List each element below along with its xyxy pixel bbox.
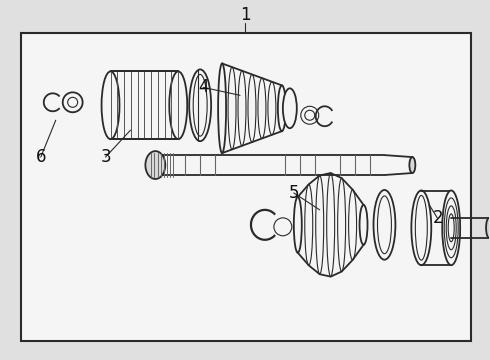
Bar (155, 155, 385, 175)
Text: 2: 2 (433, 209, 443, 227)
Ellipse shape (101, 71, 120, 139)
Circle shape (68, 97, 77, 107)
Ellipse shape (283, 88, 297, 128)
Ellipse shape (416, 195, 427, 260)
Bar (111, 71, 178, 139)
Text: 4: 4 (198, 78, 209, 96)
Circle shape (63, 92, 83, 112)
Ellipse shape (448, 214, 454, 242)
Text: 5: 5 (289, 184, 299, 202)
Ellipse shape (444, 198, 458, 258)
Ellipse shape (193, 75, 207, 136)
Circle shape (301, 106, 318, 124)
Ellipse shape (486, 218, 490, 238)
Text: 3: 3 (100, 148, 111, 166)
Circle shape (274, 218, 292, 236)
Text: 6: 6 (36, 148, 46, 166)
Ellipse shape (412, 190, 431, 265)
Text: 1: 1 (240, 6, 250, 24)
Circle shape (305, 110, 315, 120)
Ellipse shape (377, 196, 392, 254)
Ellipse shape (442, 190, 460, 265)
Bar (21, 32, 471, 341)
Ellipse shape (409, 157, 416, 173)
Ellipse shape (189, 69, 211, 141)
Ellipse shape (146, 151, 165, 179)
Ellipse shape (169, 71, 187, 139)
Ellipse shape (373, 190, 395, 260)
Ellipse shape (446, 206, 456, 250)
